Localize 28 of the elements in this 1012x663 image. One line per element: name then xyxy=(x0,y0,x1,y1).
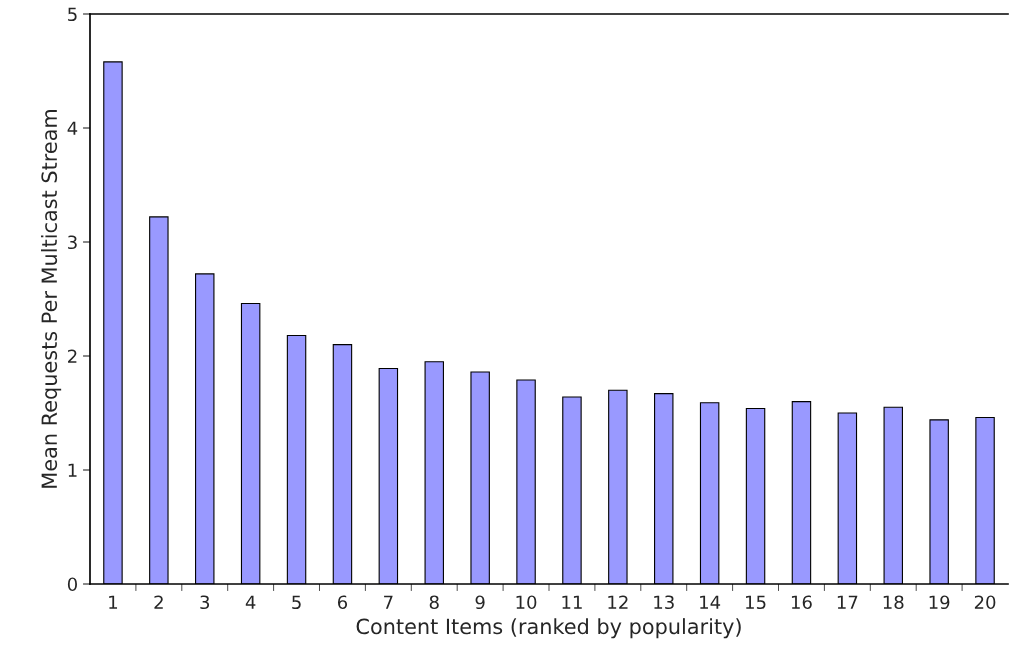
x-tick-label: 18 xyxy=(883,595,904,610)
x-tick-label: 4 xyxy=(245,595,256,609)
x-tick-label: 16 xyxy=(791,595,812,610)
x-tick-label: 11 xyxy=(562,595,582,609)
y-tick-label: 3 xyxy=(68,235,77,250)
y-tick-label: 2 xyxy=(68,349,77,363)
y-axis-title: Mean Requests Per Multicast Stream xyxy=(40,110,62,488)
y-tick-label: 4 xyxy=(67,121,78,135)
x-tick-label: 19 xyxy=(929,595,950,610)
x-tick-label: 17 xyxy=(837,595,858,609)
x-tick-label: 6 xyxy=(337,595,348,610)
x-tick-label: 1 xyxy=(109,595,118,609)
x-tick-label: 9 xyxy=(475,595,485,610)
x-axis-title: Content Items (ranked by popularity) xyxy=(356,618,741,639)
y-tick-label: 5 xyxy=(68,7,77,22)
x-tick-label: 13 xyxy=(654,595,674,610)
x-tick-label: 14 xyxy=(700,595,721,609)
x-tick-label: 5 xyxy=(292,595,301,610)
x-tick-label: 2 xyxy=(154,595,163,609)
y-tick-label: 0 xyxy=(67,577,77,592)
x-tick-label: 8 xyxy=(429,595,439,610)
x-tick-label: 15 xyxy=(746,595,766,610)
x-tick-label: 20 xyxy=(974,595,996,610)
x-tick-label: 12 xyxy=(608,595,628,609)
x-tick-label: 7 xyxy=(384,595,393,609)
y-tick-label: 1 xyxy=(68,463,77,477)
x-tick-label: 3 xyxy=(200,595,210,610)
x-tick-label: 10 xyxy=(516,595,537,610)
